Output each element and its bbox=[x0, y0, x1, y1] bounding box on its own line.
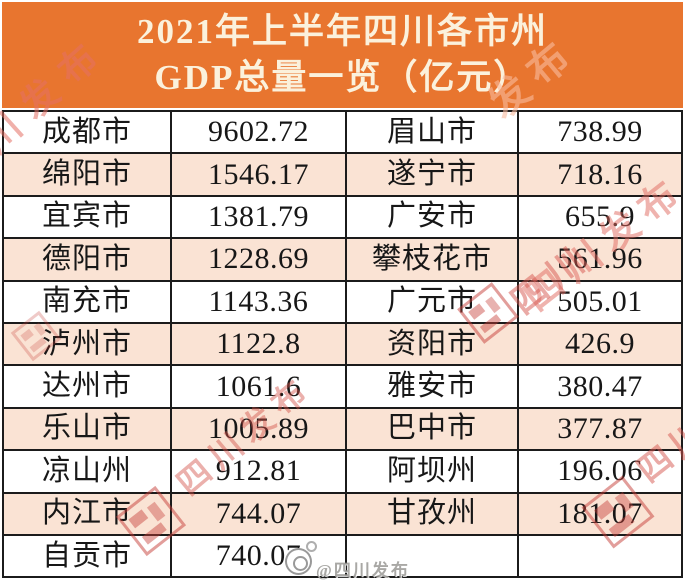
title-line-2: GDP总量一览（亿元） bbox=[154, 58, 531, 97]
city-name-cell: 凉山州 bbox=[4, 451, 172, 494]
city-name-cell: 自贡市 bbox=[4, 535, 172, 579]
city-name-cell: 甘孜州 bbox=[347, 493, 519, 536]
gdp-value-cell: 196.06 bbox=[519, 451, 683, 494]
title-banner: 2021年上半年四川各市州 GDP总量一览（亿元） bbox=[2, 2, 683, 108]
city-name-cell: 阿坝州 bbox=[347, 451, 519, 494]
gdp-value-cell: 912.81 bbox=[172, 451, 347, 494]
city-name-cell: 绵阳市 bbox=[4, 154, 172, 197]
gdp-value-cell: 9602.72 bbox=[172, 112, 347, 155]
gdp-value-cell: 655.9 bbox=[519, 196, 683, 240]
gdp-value-cell: 718.16 bbox=[519, 154, 683, 197]
city-name-cell: 遂宁市 bbox=[347, 154, 519, 197]
gdp-value-cell: 380.47 bbox=[519, 366, 683, 409]
city-name-cell: 乐山市 bbox=[4, 408, 172, 452]
gdp-table: 成都市 9602.72 眉山市 738.99 绵阳市 1546.17 遂宁市 718.16 宜宾… bbox=[2, 110, 683, 579]
gdp-value-cell: 1005.89 bbox=[172, 408, 347, 452]
gdp-value-cell: 1061.6 bbox=[172, 366, 347, 409]
gdp-value-cell: 1122.8 bbox=[172, 323, 347, 367]
city-name-cell: 泸州市 bbox=[4, 323, 172, 367]
gdp-value-cell: 738.99 bbox=[519, 112, 683, 155]
city-name-cell: 雅安市 bbox=[347, 366, 519, 409]
gdp-value-cell: 1546.17 bbox=[172, 154, 347, 197]
gdp-value-cell: 740.07 bbox=[172, 535, 347, 579]
city-name-cell: 成都市 bbox=[4, 112, 172, 155]
city-name-cell: 广安市 bbox=[347, 196, 519, 240]
city-name-cell: 德阳市 bbox=[4, 239, 172, 282]
gdp-value-cell: 426.9 bbox=[519, 323, 683, 367]
city-name-cell: 资阳市 bbox=[347, 323, 519, 367]
city-name-cell: 宜宾市 bbox=[4, 196, 172, 240]
gdp-value-cell: 1143.36 bbox=[172, 281, 347, 324]
city-name-cell bbox=[347, 535, 519, 579]
city-name-cell: 达州市 bbox=[4, 366, 172, 409]
gdp-value-cell: 1381.79 bbox=[172, 196, 347, 240]
city-name-cell: 南充市 bbox=[4, 281, 172, 324]
gdp-value-cell: 377.87 bbox=[519, 408, 683, 452]
gdp-value-cell: 505.01 bbox=[519, 281, 683, 324]
title-line-1: 2021年上半年四川各市州 bbox=[136, 12, 548, 51]
city-name-cell: 广元市 bbox=[347, 281, 519, 324]
city-name-cell: 内江市 bbox=[4, 493, 172, 536]
gdp-value-cell: 1228.69 bbox=[172, 239, 347, 282]
gdp-value-cell: 561.96 bbox=[519, 239, 683, 282]
city-name-cell: 眉山市 bbox=[347, 112, 519, 155]
city-name-cell: 攀枝花市 bbox=[347, 239, 519, 282]
gdp-value-cell bbox=[519, 535, 683, 579]
gdp-value-cell: 744.07 bbox=[172, 493, 347, 536]
gdp-value-cell: 181.07 bbox=[519, 493, 683, 536]
city-name-cell: 巴中市 bbox=[347, 408, 519, 452]
